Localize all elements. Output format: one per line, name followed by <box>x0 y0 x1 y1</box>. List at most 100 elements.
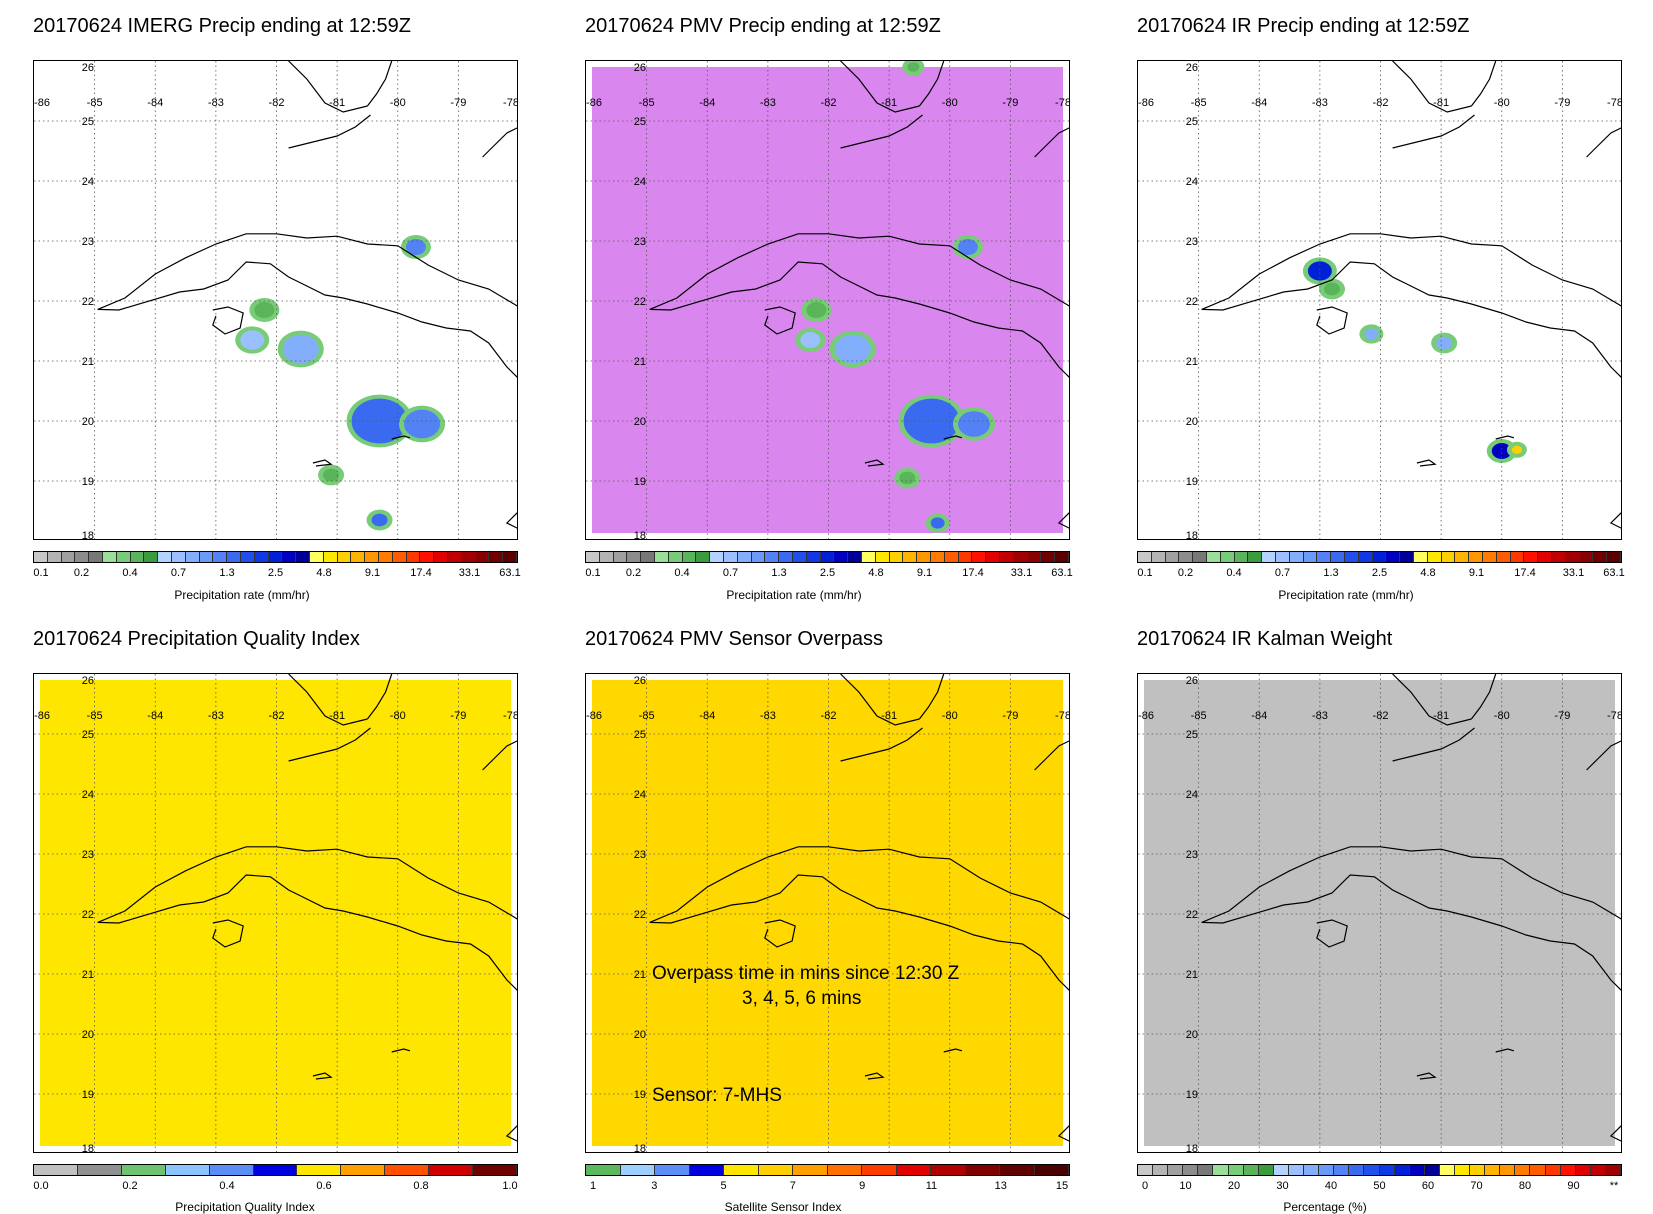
colorbar-swatch <box>710 552 724 562</box>
colorbar-swatch <box>1275 552 1290 562</box>
coastline <box>840 61 920 113</box>
colorbar-swatch <box>1500 1165 1516 1175</box>
lon-label: -83 <box>760 97 776 109</box>
colorbar-tick: 0.1 <box>1137 567 1153 579</box>
colorbar-tick: 0.6 <box>316 1180 332 1192</box>
colorbar-swatch <box>1041 552 1056 562</box>
lon-label: -84 <box>147 710 163 722</box>
lat-label: 23 <box>634 849 646 861</box>
precip-cell <box>351 398 408 444</box>
lon-label: -85 <box>639 710 655 722</box>
colorbar-tick: 0.1 <box>33 567 49 579</box>
lon-label: -82 <box>821 710 837 722</box>
lon-label: -79 <box>450 710 466 722</box>
map-pqi: -86 -85 -84 -83 -82 -81 -80 -79 -78 26 25 24 23 22 21 2… <box>33 673 518 1153</box>
colorbar-tick: 9.1 <box>1468 567 1485 579</box>
colorbar-swatch <box>917 552 931 562</box>
colorbar-swatch <box>116 552 131 562</box>
coastline <box>312 1072 333 1080</box>
lat-label: 26 <box>82 675 94 687</box>
colorbar-swatch <box>1593 552 1608 562</box>
colorbar-tick: 17.4 <box>962 567 984 579</box>
lon-label: -85 <box>639 97 655 109</box>
lon-label: -86 <box>586 710 602 722</box>
colorbar-swatch <box>965 1165 1000 1175</box>
map-imerg: -86 -85 -84 -83 -82 -81 -80 -79 -78 26 25 24 23 22 21 2… <box>33 60 518 540</box>
coastline <box>864 459 885 467</box>
lon-label: -78 <box>1055 97 1070 109</box>
colorbar-swatch <box>827 1165 862 1175</box>
colorbar-tick: 2.5 <box>819 567 836 579</box>
precip-cell <box>254 302 275 318</box>
coastline <box>288 727 371 762</box>
coastline <box>1470 674 1497 720</box>
precip-cell <box>240 330 265 350</box>
coastline <box>97 261 517 378</box>
precip-cell <box>1491 443 1512 459</box>
colorbar-swatch <box>1607 552 1621 562</box>
lat-label: 26 <box>634 62 646 74</box>
colorbar-tick: 0.8 <box>413 1180 429 1192</box>
map-sensor: -86 -85 -84 -83 -82 -81 -80 -79 -78 26 25 24 23 22 21 2… <box>585 673 1070 1153</box>
colorbar-tick: 0.7 <box>170 567 187 579</box>
coastline <box>649 846 1069 923</box>
colorbar-swatch <box>1485 1165 1501 1175</box>
colorbar-swatch <box>931 1165 966 1175</box>
coastline <box>212 306 244 335</box>
colorbar-tick: 0.2 <box>122 1180 138 1192</box>
lon-label: -81 <box>329 97 345 109</box>
lon-label: -80 <box>390 710 406 722</box>
colorbar-swatch <box>1413 552 1428 562</box>
colorbar-swatch <box>1288 1165 1305 1175</box>
precip-cell <box>800 332 821 348</box>
lat-label: 26 <box>634 675 646 687</box>
coastline <box>649 874 1069 991</box>
lon-label: -84 <box>699 710 715 722</box>
lat-label: 18 <box>82 530 94 540</box>
colorbar-swatch <box>1590 1165 1606 1175</box>
colorbar-swatch <box>1248 552 1263 562</box>
panel-title-pmv: 20170624 PMV Precip ending at 12:59Z <box>585 15 941 37</box>
colorbar-swatch <box>1206 552 1221 562</box>
panel-title-kalman: 20170624 IR Kalman Weight <box>1137 628 1393 650</box>
colorbar-tick: 5 <box>720 1180 727 1192</box>
lon-label: -81 <box>881 710 897 722</box>
precip-cell <box>405 239 426 255</box>
lon-label: -83 <box>760 710 776 722</box>
lon-label: -79 <box>1554 97 1570 109</box>
colorbar-swatch <box>972 552 987 562</box>
precip-cell <box>1324 282 1340 296</box>
colorbar-swatch <box>1344 552 1359 562</box>
colorbar-swatch <box>447 552 462 562</box>
colorbar-swatch <box>61 552 76 562</box>
lon-label: -80 <box>1494 97 1510 109</box>
lat-label: 20 <box>82 416 94 428</box>
lat-label: 21 <box>1186 356 1198 368</box>
colorbar-tick: 11 <box>925 1180 938 1192</box>
colorbar-pqi <box>33 1164 518 1176</box>
colorbar-label-sensor: Satellite Sensor Index <box>724 1200 842 1214</box>
colorbar-ir <box>1137 551 1622 563</box>
panel-title-pqi: 20170624 Precipitation Quality Index <box>33 628 360 650</box>
lon-label: -86 <box>1138 710 1154 722</box>
colorbar-tick: 13 <box>994 1180 1007 1192</box>
colorbar-tick: 2.5 <box>267 567 284 579</box>
lat-label: 24 <box>82 789 94 801</box>
lat-label: 18 <box>82 1143 94 1153</box>
colorbar-tick: 63.1 <box>499 567 521 579</box>
colorbar-swatch <box>1304 1165 1320 1175</box>
colorbar-tick: 0.2 <box>1177 567 1194 579</box>
coastline <box>391 435 411 440</box>
colorbar-swatch <box>385 1165 430 1175</box>
colorbar-label-ir: Precipitation rate (mm/hr) <box>1278 588 1414 602</box>
colorbar-swatch <box>503 552 517 562</box>
colorbar-swatch <box>365 552 379 562</box>
colorbar-swatch <box>999 552 1014 562</box>
lon-label: -78 <box>503 97 518 109</box>
colorbar-tick: 70 <box>1470 1180 1483 1192</box>
colorbar-swatch <box>165 1165 210 1175</box>
colorbar-swatch <box>1545 1165 1561 1175</box>
colorbar-swatch <box>89 552 103 562</box>
coastline <box>1416 1072 1437 1080</box>
colorbar-tick: 7 <box>789 1180 796 1192</box>
